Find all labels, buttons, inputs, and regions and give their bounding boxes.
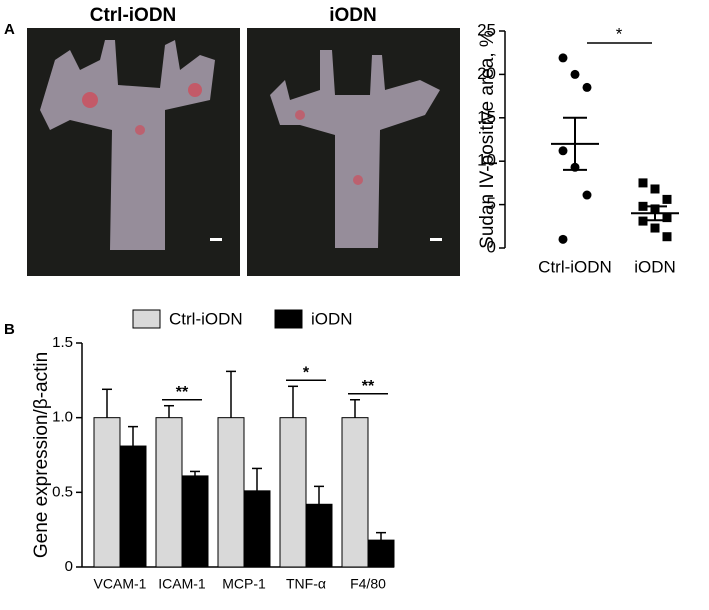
y-tick-label: 20: [477, 64, 496, 83]
point: [650, 184, 660, 194]
x-tick-label: ICAM-1: [158, 576, 206, 592]
panel-label: B: [4, 321, 15, 338]
point: [558, 234, 568, 244]
point: [650, 223, 660, 233]
x-tick-label: MCP-1: [222, 576, 266, 592]
bar: [341, 417, 369, 568]
y-tick-label: 0.5: [52, 483, 73, 500]
y-tick-label: 1.5: [52, 334, 73, 351]
bar: [243, 490, 271, 568]
point: [570, 69, 580, 79]
bar: [119, 445, 147, 568]
significance-label: **: [362, 378, 375, 395]
point: [662, 213, 672, 223]
y-axis-label: Gene expression/β-actin: [31, 352, 52, 558]
legend-label: Ctrl-iODN: [169, 309, 243, 328]
x-tick-label: F4/80: [350, 576, 386, 592]
bar: [367, 539, 395, 568]
significance-label: *: [303, 365, 310, 382]
bar: [305, 503, 333, 568]
y-tick-label: 0: [65, 558, 73, 575]
x-tick-label: TNF-α: [286, 576, 326, 592]
point: [638, 178, 648, 188]
aorta-photo: [247, 28, 460, 276]
image-title: iODN: [329, 5, 377, 26]
y-tick-label: 5: [487, 194, 496, 213]
point: [558, 146, 568, 156]
x-tick-label: Ctrl-iODN: [538, 257, 612, 276]
y-tick-label: 15: [477, 107, 496, 126]
y-tick-label: 0: [487, 237, 496, 256]
y-tick-label: 10: [477, 151, 496, 170]
y-tick-label: 25: [477, 20, 496, 39]
bar: [279, 417, 307, 568]
point: [558, 53, 568, 63]
x-tick-label: VCAM-1: [94, 576, 147, 592]
significance-label: **: [176, 384, 189, 401]
legend-label: iODN: [311, 309, 353, 328]
point: [662, 232, 672, 242]
bar: [181, 475, 209, 568]
y-tick-label: 1.0: [52, 409, 73, 426]
bar: [155, 417, 183, 568]
image-title: Ctrl-iODN: [90, 5, 177, 26]
legend-swatch: [274, 309, 303, 329]
aorta-photo: [27, 28, 240, 276]
bar: [217, 417, 245, 568]
panel-label: A: [4, 21, 15, 38]
legend-swatch: [132, 309, 161, 329]
point: [582, 82, 592, 92]
bar: [93, 417, 121, 568]
significance-label: *: [616, 24, 623, 43]
x-tick-label: iODN: [634, 257, 676, 276]
y-axis-label: Sudan IV-positive area, %: [477, 30, 498, 249]
point: [582, 190, 592, 200]
point: [662, 194, 672, 204]
